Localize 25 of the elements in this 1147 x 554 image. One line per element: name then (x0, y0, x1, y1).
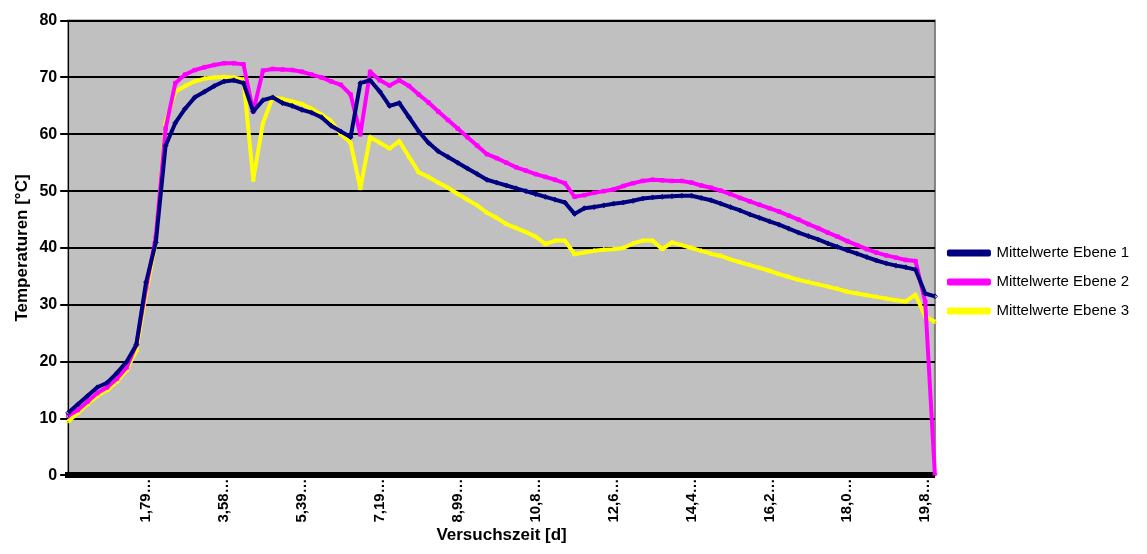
x-tick-label: 16,2… (759, 478, 777, 523)
y-tick-label: 30 (39, 295, 58, 313)
x-tick-label: 14,4… (681, 478, 699, 523)
x-tick-label: 3,58… (214, 478, 232, 523)
x-tick-label: 5,39… (292, 478, 310, 523)
legend-label: Mittelwerte Ebene 2 (996, 272, 1130, 290)
x-tick-label: 1,79… (136, 478, 154, 523)
x-tick-label: 7,19… (369, 478, 387, 523)
x-tick-label: 12,6… (603, 478, 621, 523)
x-tick-label: 19,8… (915, 478, 933, 523)
legend-label: Mittelwerte Ebene 1 (996, 243, 1130, 261)
y-tick-label: 40 (39, 238, 58, 256)
y-tick-label: 80 (39, 11, 58, 29)
y-tick-label: 60 (39, 124, 58, 142)
y-tick-label: 50 (39, 181, 58, 199)
y-tick-label: 20 (39, 352, 58, 370)
y-tick-label: 0 (48, 465, 58, 483)
y-axis-title: Temperaturen [°C] (11, 174, 31, 322)
x-tick-label: 8,99… (447, 478, 465, 523)
y-tick-label: 70 (39, 67, 58, 85)
x-tick-label: 10,8… (525, 478, 543, 523)
legend-label: Mittelwerte Ebene 3 (996, 301, 1130, 319)
x-axis-title: Versuchszeit [d] (436, 525, 567, 545)
y-tick-label: 10 (39, 408, 58, 426)
x-tick-label: 18,0… (837, 478, 855, 523)
